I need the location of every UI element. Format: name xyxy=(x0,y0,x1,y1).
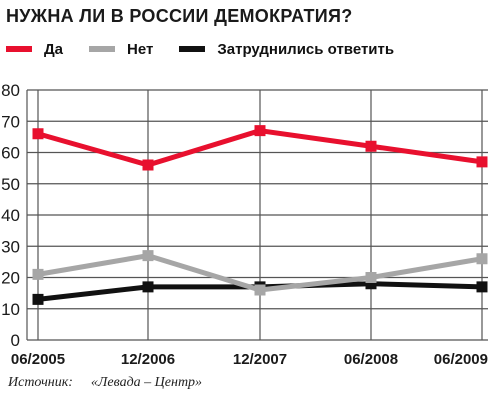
y-tick-label: 10 xyxy=(1,300,20,319)
data-point-marker xyxy=(476,156,488,168)
data-point-marker xyxy=(476,253,488,265)
legend-label-undecided: Затруднились ответить xyxy=(217,40,395,58)
y-tick-label: 0 xyxy=(11,331,20,350)
series-layer xyxy=(32,125,488,305)
source-value: «Левада – Центр» xyxy=(90,375,203,390)
data-point-marker xyxy=(142,250,154,262)
legend-label-net: Нет xyxy=(127,40,154,58)
x-tick-label: 12/2006 xyxy=(121,351,175,368)
data-point-marker xyxy=(32,128,44,140)
data-point-marker xyxy=(32,268,44,280)
data-point-marker xyxy=(365,278,377,290)
axis-layer: 0 10 20 30 40 50 60 70 80 06/2005 12/2006 12/2007 06… xyxy=(1,81,488,368)
y-tick-label: 60 xyxy=(1,144,20,163)
data-point-marker xyxy=(254,125,266,137)
data-point-marker xyxy=(142,281,154,293)
x-tick-label: 06/2009 xyxy=(434,351,488,368)
source-note: Источник: «Левада – Центр» xyxy=(8,375,202,391)
data-point-marker xyxy=(32,293,44,305)
legend-item-undecided: Затруднились ответить xyxy=(179,41,394,58)
y-tick-label: 50 xyxy=(1,175,20,194)
x-tick-label: 06/2008 xyxy=(344,351,398,368)
y-tick-label: 30 xyxy=(1,237,20,256)
legend-swatch-da xyxy=(6,46,32,52)
data-point-marker xyxy=(365,140,377,152)
legend-item-da: Да xyxy=(6,41,63,58)
data-point-marker xyxy=(254,284,266,296)
data-point-marker xyxy=(365,272,377,283)
chart-title: НУЖНА ЛИ В РОССИИ ДЕМОКРАТИЯ? xyxy=(6,6,353,26)
source-label: Источник: xyxy=(8,375,73,390)
y-tick-label: 80 xyxy=(1,81,20,100)
data-point-marker xyxy=(476,281,488,293)
legend-label-da: Да xyxy=(44,40,64,58)
y-tick-label: 70 xyxy=(1,112,20,131)
y-tick-label: 20 xyxy=(1,269,20,288)
legend-item-net: Нет xyxy=(89,41,153,58)
series-1 xyxy=(32,250,488,296)
legend-swatch-undecided xyxy=(179,46,206,52)
series-0 xyxy=(32,125,488,171)
x-tick-label: 12/2007 xyxy=(233,351,287,368)
legend: Да Нет Затруднились ответить xyxy=(6,38,420,60)
x-tick-label: 06/2005 xyxy=(11,351,65,368)
legend-swatch-net xyxy=(89,46,116,52)
data-point-marker xyxy=(142,159,154,171)
y-tick-label: 40 xyxy=(1,206,20,225)
